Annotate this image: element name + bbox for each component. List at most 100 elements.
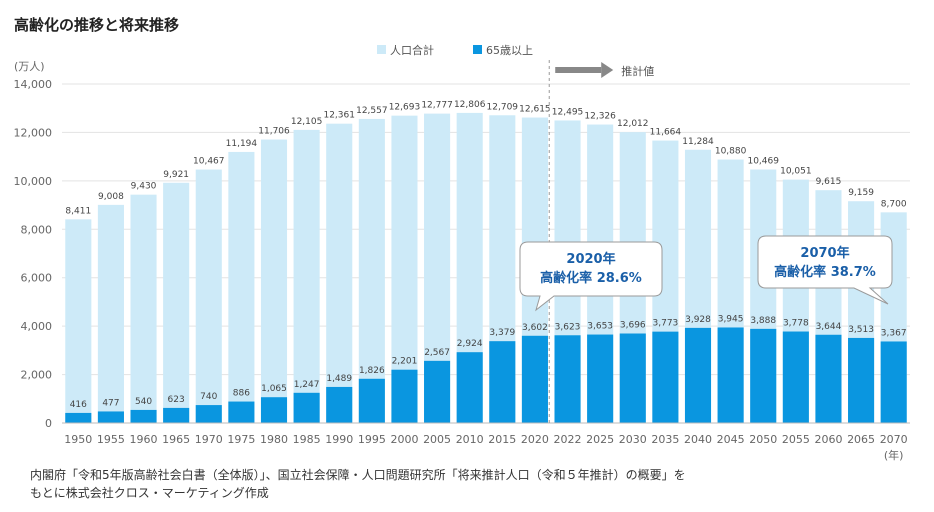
bar-elderly-2020: [521, 335, 548, 423]
x-tick-label-2015: 2015: [488, 433, 516, 446]
legend-label-2: 65歳以上: [486, 44, 533, 57]
total-label-1995: 12,557: [356, 106, 388, 116]
projection-arrow-head: [601, 62, 614, 78]
bar-total-1980: [260, 139, 288, 423]
data-labels: 8,411 416 9,008 477 9,430 540 9,921 623 10,467 74…: [65, 100, 906, 410]
bar-total-1970: [195, 169, 222, 423]
elderly-label-2010: 2,924: [457, 339, 483, 349]
x-tick-label-2025: 2025: [586, 433, 614, 446]
total-label-2000: 12,693: [389, 103, 421, 113]
total-label-2020: 12,615: [519, 105, 551, 115]
callout-year: 2070年: [800, 245, 849, 261]
bar-elderly-2025: [587, 334, 614, 423]
total-label-1975: 11,194: [226, 139, 258, 149]
bar-elderly-2065: [848, 337, 875, 423]
total-label-1990: 12,361: [323, 111, 355, 121]
source-line-2: もとに株式会社クロス・マーケティング作成: [30, 486, 269, 500]
elderly-label-2020: 3,602: [522, 323, 548, 333]
bar-elderly-2030: [619, 333, 646, 423]
x-tick-label-2035: 2035: [651, 433, 679, 446]
callout-year: 2020年: [566, 251, 615, 267]
elderly-label-2035: 3,773: [653, 319, 679, 329]
elderly-label-2015: 3,379: [489, 328, 515, 338]
bar-elderly-1995: [358, 378, 385, 423]
bar-total-1995: [358, 118, 385, 423]
x-tick-label-2022: 2022: [554, 433, 582, 446]
x-tick-label-1980: 1980: [260, 433, 288, 446]
elderly-label-2040: 3,928: [685, 315, 711, 325]
x-axis-unit: (年): [884, 448, 904, 462]
elderly-label-1990: 1,489: [326, 374, 352, 384]
y-tick-label: 2,000: [21, 369, 53, 382]
x-tick-label-1985: 1985: [293, 433, 321, 446]
total-label-2025: 12,326: [584, 112, 616, 122]
bar-elderly-1970: [195, 405, 222, 423]
elderly-label-1970: 740: [200, 392, 217, 402]
y-tick-label: 10,000: [14, 175, 53, 188]
legend-swatch-1: [377, 45, 386, 54]
elderly-label-1985: 1,247: [294, 380, 320, 390]
bar-total-1950: [65, 219, 92, 423]
x-tick-label-2050: 2050: [749, 433, 777, 446]
x-tick-label-2030: 2030: [619, 433, 647, 446]
total-label-2035: 11,664: [650, 128, 682, 138]
total-label-2030: 12,012: [617, 119, 649, 129]
x-tick-label-2010: 2010: [456, 433, 484, 446]
total-label-2022: 12,495: [552, 107, 584, 117]
legend: 人口合計 65歳以上: [377, 43, 533, 57]
total-label-2045: 10,880: [715, 147, 747, 157]
x-tick-label-1995: 1995: [358, 433, 386, 446]
total-label-2010: 12,806: [454, 100, 486, 110]
bar-elderly-1985: [293, 392, 320, 423]
callout-rate: 高齢化率 38.7%: [774, 264, 876, 280]
elderly-label-1965: 623: [168, 395, 185, 405]
projection-arrow-shaft: [555, 67, 602, 73]
bar-elderly-2050: [750, 328, 777, 423]
elderly-label-2060: 3,644: [816, 322, 842, 332]
x-tick-label-1975: 1975: [227, 433, 255, 446]
bar-elderly-2035: [652, 331, 679, 423]
elderly-label-2055: 3,778: [783, 319, 809, 329]
elderly-label-1995: 1,826: [359, 366, 385, 376]
bar-total-1960: [130, 194, 157, 423]
x-tick-label-1965: 1965: [162, 433, 190, 446]
total-label-1955: 9,008: [98, 192, 124, 202]
total-label-2015: 12,709: [487, 102, 519, 112]
elderly-population-bars: [65, 327, 907, 423]
total-label-2070: 8,700: [881, 199, 907, 209]
source-line-1: 内閣府「令和5年版高齢社会白書（全体版）」、国立社会保障・人口問題研究所「将来推…: [30, 468, 686, 482]
axes: 0 2,000 4,000 6,000 8,000 10,000 12,000 14,000 (…: [14, 60, 910, 462]
elderly-label-1955: 477: [102, 398, 119, 408]
bar-elderly-2045: [717, 327, 744, 423]
x-tick-label-1970: 1970: [195, 433, 223, 446]
elderly-label-1975: 886: [233, 389, 250, 399]
elderly-label-2070: 3,367: [881, 328, 907, 338]
total-label-2055: 10,051: [780, 167, 812, 177]
y-tick-label: 6,000: [21, 272, 53, 285]
bar-elderly-1990: [326, 386, 353, 423]
callout-rate: 高齢化率 28.6%: [540, 270, 642, 286]
bar-elderly-2010: [456, 352, 483, 423]
bar-elderly-2000: [391, 369, 418, 423]
y-tick-label: 0: [45, 417, 52, 430]
bar-total-1975: [228, 151, 255, 423]
chart-title: 高齢化の推移と将来推移: [14, 16, 180, 34]
bar-total-1990: [326, 123, 353, 423]
x-tick-label-1955: 1955: [97, 433, 125, 446]
y-tick-label: 14,000: [14, 78, 53, 91]
bar-elderly-2040: [684, 327, 712, 423]
bar-total-1955: [97, 204, 124, 423]
x-tick-label-2055: 2055: [782, 433, 810, 446]
elderly-label-2022: 3,623: [555, 322, 581, 332]
bar-elderly-2022: [554, 335, 581, 423]
bar-elderly-1965: [163, 407, 190, 423]
bar-elderly-1980: [260, 397, 288, 423]
x-tick-label-2040: 2040: [684, 433, 712, 446]
total-label-1985: 12,105: [291, 117, 323, 127]
elderly-label-2000: 2,201: [392, 357, 418, 367]
total-label-2050: 10,469: [747, 157, 779, 167]
total-label-1960: 9,430: [131, 182, 157, 192]
total-label-1970: 10,467: [193, 157, 225, 167]
